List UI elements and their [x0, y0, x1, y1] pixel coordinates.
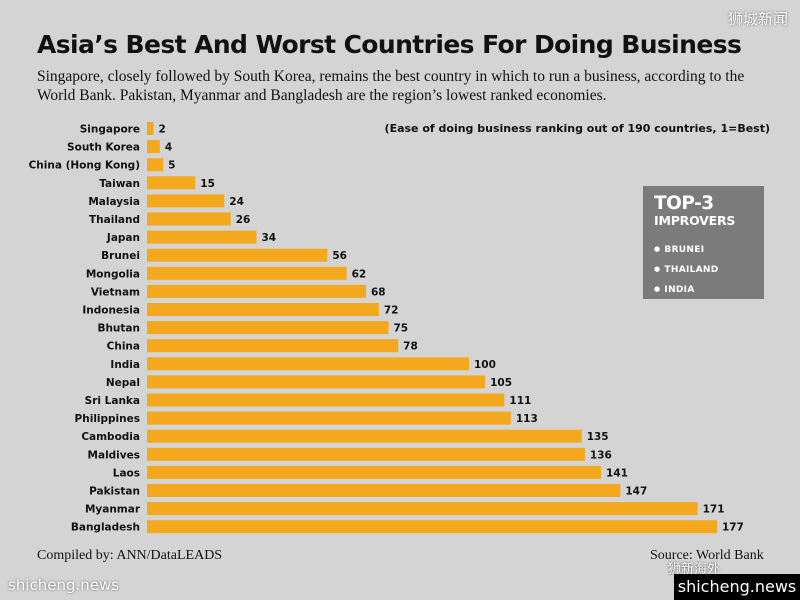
category-label: Laos: [113, 467, 140, 479]
value-label: 136: [590, 449, 612, 461]
bar: [147, 357, 469, 371]
bar: [147, 303, 379, 316]
bar: [147, 375, 486, 389]
bar: [147, 429, 582, 443]
value-label: 147: [625, 486, 647, 498]
value-label: 34: [261, 232, 276, 244]
chart-title: Asia’s Best And Worst Countries For Doin…: [37, 30, 742, 59]
top3-list: BRUNEI THAILAND INDIA: [654, 240, 719, 300]
value-label: 5: [168, 160, 175, 172]
category-label: Taiwan: [99, 178, 140, 190]
bar: [147, 212, 231, 226]
bar: [147, 321, 389, 335]
bar: [147, 158, 164, 172]
value-label: 75: [394, 323, 409, 335]
top3-improvers-box: TOP-3 IMPROVERS BRUNEI THAILAND INDIA: [643, 186, 764, 299]
value-label: 78: [403, 341, 418, 353]
category-label: China (Hong Kong): [29, 160, 140, 172]
bar: [147, 393, 505, 407]
value-label: 56: [332, 250, 347, 262]
compiled-by-credit: Compiled by: ANN/DataLEADS: [37, 548, 223, 563]
value-label: 2: [158, 124, 165, 136]
bar: [147, 122, 154, 135]
value-label: 26: [236, 214, 251, 226]
value-label: 113: [516, 413, 538, 425]
value-label: 15: [200, 178, 215, 190]
bar: [147, 248, 328, 262]
category-label: Brunei: [101, 250, 140, 262]
bar: [147, 411, 511, 425]
chart-note: (Ease of doing business ranking out of 1…: [384, 122, 770, 135]
source-credit: Source: World Bank: [650, 548, 764, 563]
bar: [147, 230, 257, 244]
category-label: Thailand: [89, 214, 140, 226]
bar: [147, 520, 717, 534]
value-label: 111: [509, 395, 531, 407]
category-label: Mongolia: [86, 268, 140, 280]
value-label: 141: [606, 467, 628, 479]
category-label: India: [110, 359, 140, 371]
value-label: 62: [352, 268, 367, 280]
watermark-bottom-right: shicheng.news: [674, 574, 800, 600]
watermark-top-right: 狮城新闻: [727, 10, 788, 28]
category-label: Singapore: [80, 124, 140, 136]
watermark-badge: 狮新海外: [668, 562, 721, 577]
bar: [147, 284, 366, 298]
bar: [147, 266, 347, 280]
category-label: Malaysia: [88, 196, 140, 208]
category-label: Maldives: [88, 449, 140, 461]
top3-item: THAILAND: [654, 260, 719, 280]
value-label: 100: [474, 359, 496, 371]
bar: [147, 339, 399, 353]
value-label: 72: [384, 305, 399, 317]
value-label: 105: [490, 377, 512, 389]
bar: [147, 502, 698, 516]
category-label: China: [107, 341, 140, 353]
category-label: Nepal: [106, 377, 140, 389]
top3-subtitle: IMPROVERS: [654, 213, 736, 228]
category-label: Cambodia: [81, 431, 140, 443]
category-label: Bangladesh: [71, 522, 140, 534]
category-label: Myanmar: [85, 504, 141, 516]
bar: [147, 140, 160, 154]
bar: [147, 465, 602, 479]
category-label: Pakistan: [89, 486, 140, 498]
value-label: 68: [371, 286, 386, 298]
value-label: 4: [165, 142, 172, 154]
category-label: South Korea: [67, 142, 140, 154]
category-label: Sri Lanka: [85, 395, 140, 407]
bar: [147, 484, 621, 497]
bar: [147, 194, 225, 208]
category-label: Indonesia: [82, 305, 140, 317]
top3-item: BRUNEI: [654, 240, 719, 260]
watermark-bottom-left: shicheng.news: [8, 576, 120, 594]
top3-item: INDIA: [654, 280, 719, 300]
category-label: Bhutan: [97, 323, 140, 335]
category-label: Japan: [106, 232, 140, 244]
category-label: Philippines: [75, 413, 140, 425]
top3-title: TOP-3: [654, 193, 714, 214]
bar: [147, 447, 585, 461]
chart-subtitle: Singapore, closely followed by South Kor…: [37, 68, 745, 104]
value-label: 171: [703, 504, 725, 516]
bar: [147, 176, 196, 190]
value-label: 135: [587, 431, 609, 443]
value-label: 24: [229, 196, 244, 208]
value-label: 177: [722, 522, 744, 534]
category-label: Vietnam: [91, 286, 140, 298]
